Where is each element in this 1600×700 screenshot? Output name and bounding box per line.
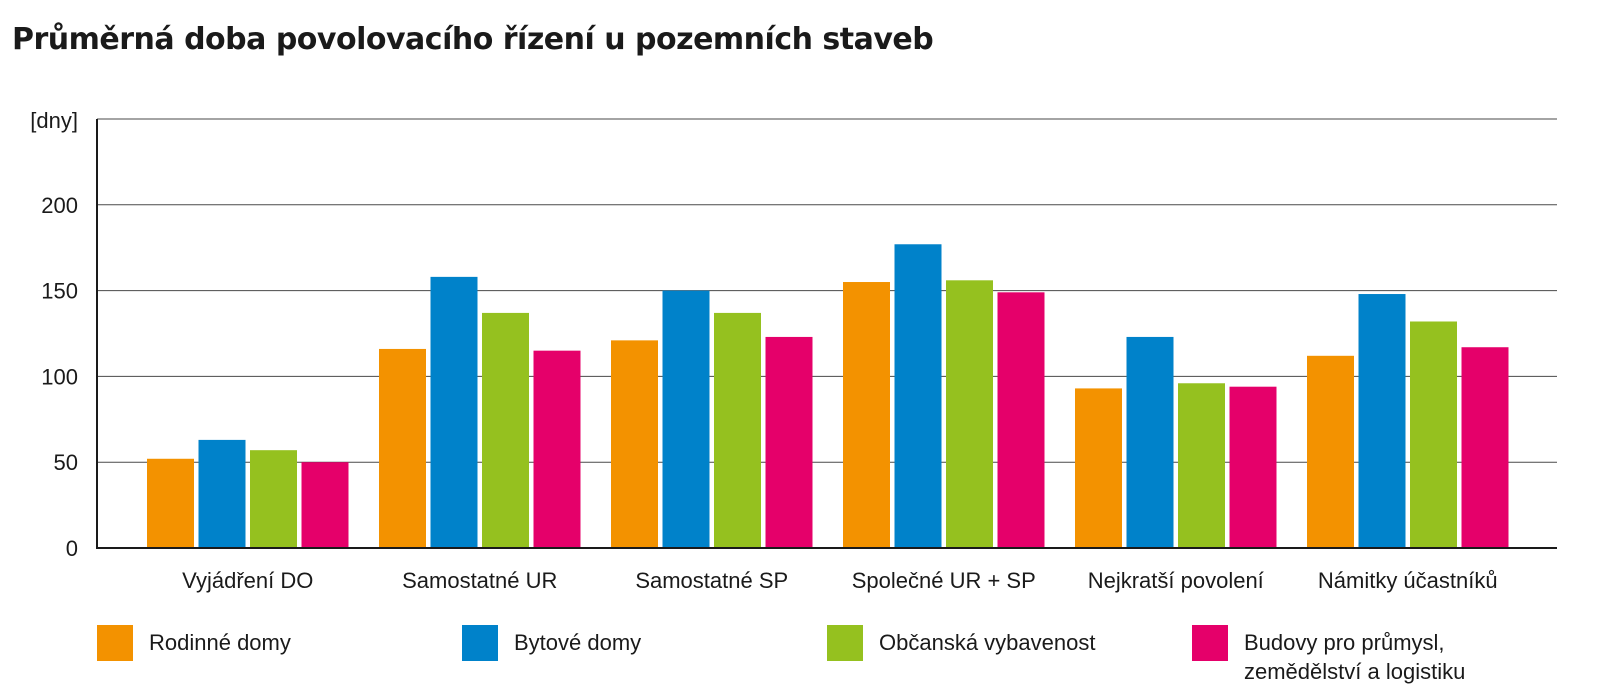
bar [199, 440, 246, 548]
bar [843, 282, 890, 548]
bar [766, 337, 813, 548]
legend-swatch [462, 625, 498, 661]
x-tick-label: Nejkratší povolení [1088, 568, 1264, 593]
legend-item: Bytové domy [462, 625, 641, 661]
y-tick-labels: 0 50 100 150 200 [41, 193, 78, 561]
bar [1230, 387, 1277, 548]
bar [1307, 356, 1354, 548]
y-tick-label: 50 [54, 450, 78, 475]
bar [714, 313, 761, 548]
bar [1462, 347, 1509, 548]
bars [147, 244, 1509, 548]
bar [1127, 337, 1174, 548]
bar [663, 291, 710, 548]
bar [1075, 388, 1122, 548]
bar [1178, 383, 1225, 548]
bar [482, 313, 529, 548]
bar [1359, 294, 1406, 548]
bar [1410, 321, 1457, 548]
legend: Rodinné domy Bytové domy Občanská vybaveno… [0, 625, 1600, 700]
x-tick-label: Vyjádření DO [182, 568, 313, 593]
bar [998, 292, 1045, 548]
bar [147, 459, 194, 548]
legend-swatch [827, 625, 863, 661]
legend-label: Budovy pro průmysl, zemědělství a logist… [1244, 625, 1534, 686]
x-tick-label: Samostatné UR [402, 568, 557, 593]
x-tick-labels: Vyjádření DO Samostatné UR Samostatné SP Sp… [182, 568, 1497, 593]
legend-item: Rodinné domy [97, 625, 291, 661]
x-tick-label: Námitky účastníků [1318, 568, 1498, 593]
y-tick-label: 0 [66, 536, 78, 561]
y-tick-label: 200 [41, 193, 78, 218]
legend-item: Občanská vybavenost [827, 625, 1095, 661]
legend-swatch [97, 625, 133, 661]
bar-chart: [dny] 0 50 100 150 200 Vyjádření DO Samostatn… [0, 0, 1600, 620]
legend-label: Bytové domy [514, 625, 641, 657]
bar [379, 349, 426, 548]
y-tick-label: 150 [41, 279, 78, 304]
bar [431, 277, 478, 548]
bar [250, 450, 297, 548]
bar [534, 351, 581, 548]
x-tick-label: Společné UR + SP [852, 568, 1036, 593]
x-tick-label: Samostatné SP [635, 568, 788, 593]
bar [895, 244, 942, 548]
bar [302, 462, 349, 548]
bar [611, 340, 658, 548]
y-axis-label: [dny] [30, 108, 78, 133]
bar [946, 280, 993, 548]
legend-label: Občanská vybavenost [879, 625, 1095, 657]
legend-label: Rodinné domy [149, 625, 291, 657]
legend-swatch [1192, 625, 1228, 661]
y-tick-label: 100 [41, 364, 78, 389]
legend-item: Budovy pro průmysl, zemědělství a logist… [1192, 625, 1534, 686]
